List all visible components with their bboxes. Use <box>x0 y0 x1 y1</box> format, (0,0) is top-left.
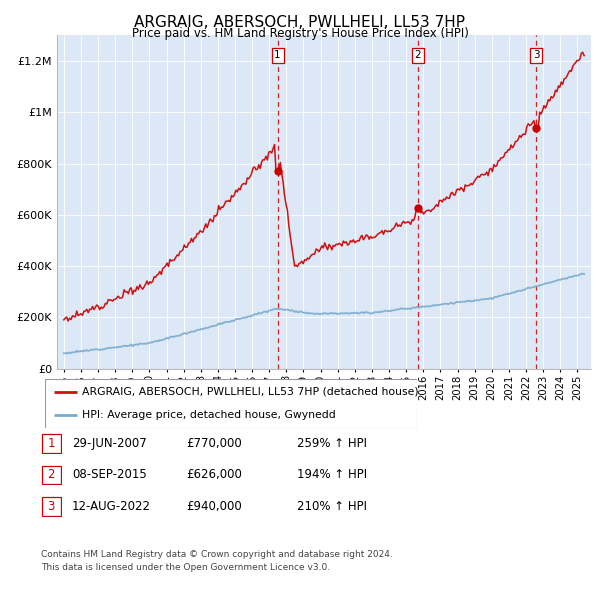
Text: £940,000: £940,000 <box>186 500 242 513</box>
Text: 2: 2 <box>47 468 55 481</box>
Text: HPI: Average price, detached house, Gwynedd: HPI: Average price, detached house, Gwyn… <box>82 410 336 420</box>
Text: 08-SEP-2015: 08-SEP-2015 <box>72 468 147 481</box>
Text: 2: 2 <box>415 50 421 60</box>
Text: 1: 1 <box>274 50 281 60</box>
Text: £770,000: £770,000 <box>186 437 242 450</box>
Text: 194% ↑ HPI: 194% ↑ HPI <box>297 468 367 481</box>
Text: ARGRAIG, ABERSOCH, PWLLHELI, LL53 7HP (detached house): ARGRAIG, ABERSOCH, PWLLHELI, LL53 7HP (d… <box>82 387 419 397</box>
Text: 3: 3 <box>47 500 55 513</box>
Text: This data is licensed under the Open Government Licence v3.0.: This data is licensed under the Open Gov… <box>41 563 330 572</box>
Text: ARGRAIG, ABERSOCH, PWLLHELI, LL53 7HP: ARGRAIG, ABERSOCH, PWLLHELI, LL53 7HP <box>134 15 466 30</box>
Text: Price paid vs. HM Land Registry's House Price Index (HPI): Price paid vs. HM Land Registry's House … <box>131 27 469 40</box>
Text: 12-AUG-2022: 12-AUG-2022 <box>72 500 151 513</box>
Text: 259% ↑ HPI: 259% ↑ HPI <box>297 437 367 450</box>
Text: Contains HM Land Registry data © Crown copyright and database right 2024.: Contains HM Land Registry data © Crown c… <box>41 550 392 559</box>
Text: 3: 3 <box>533 50 540 60</box>
Text: 1: 1 <box>47 437 55 450</box>
Text: £626,000: £626,000 <box>186 468 242 481</box>
Text: 29-JUN-2007: 29-JUN-2007 <box>72 437 147 450</box>
Text: 210% ↑ HPI: 210% ↑ HPI <box>297 500 367 513</box>
